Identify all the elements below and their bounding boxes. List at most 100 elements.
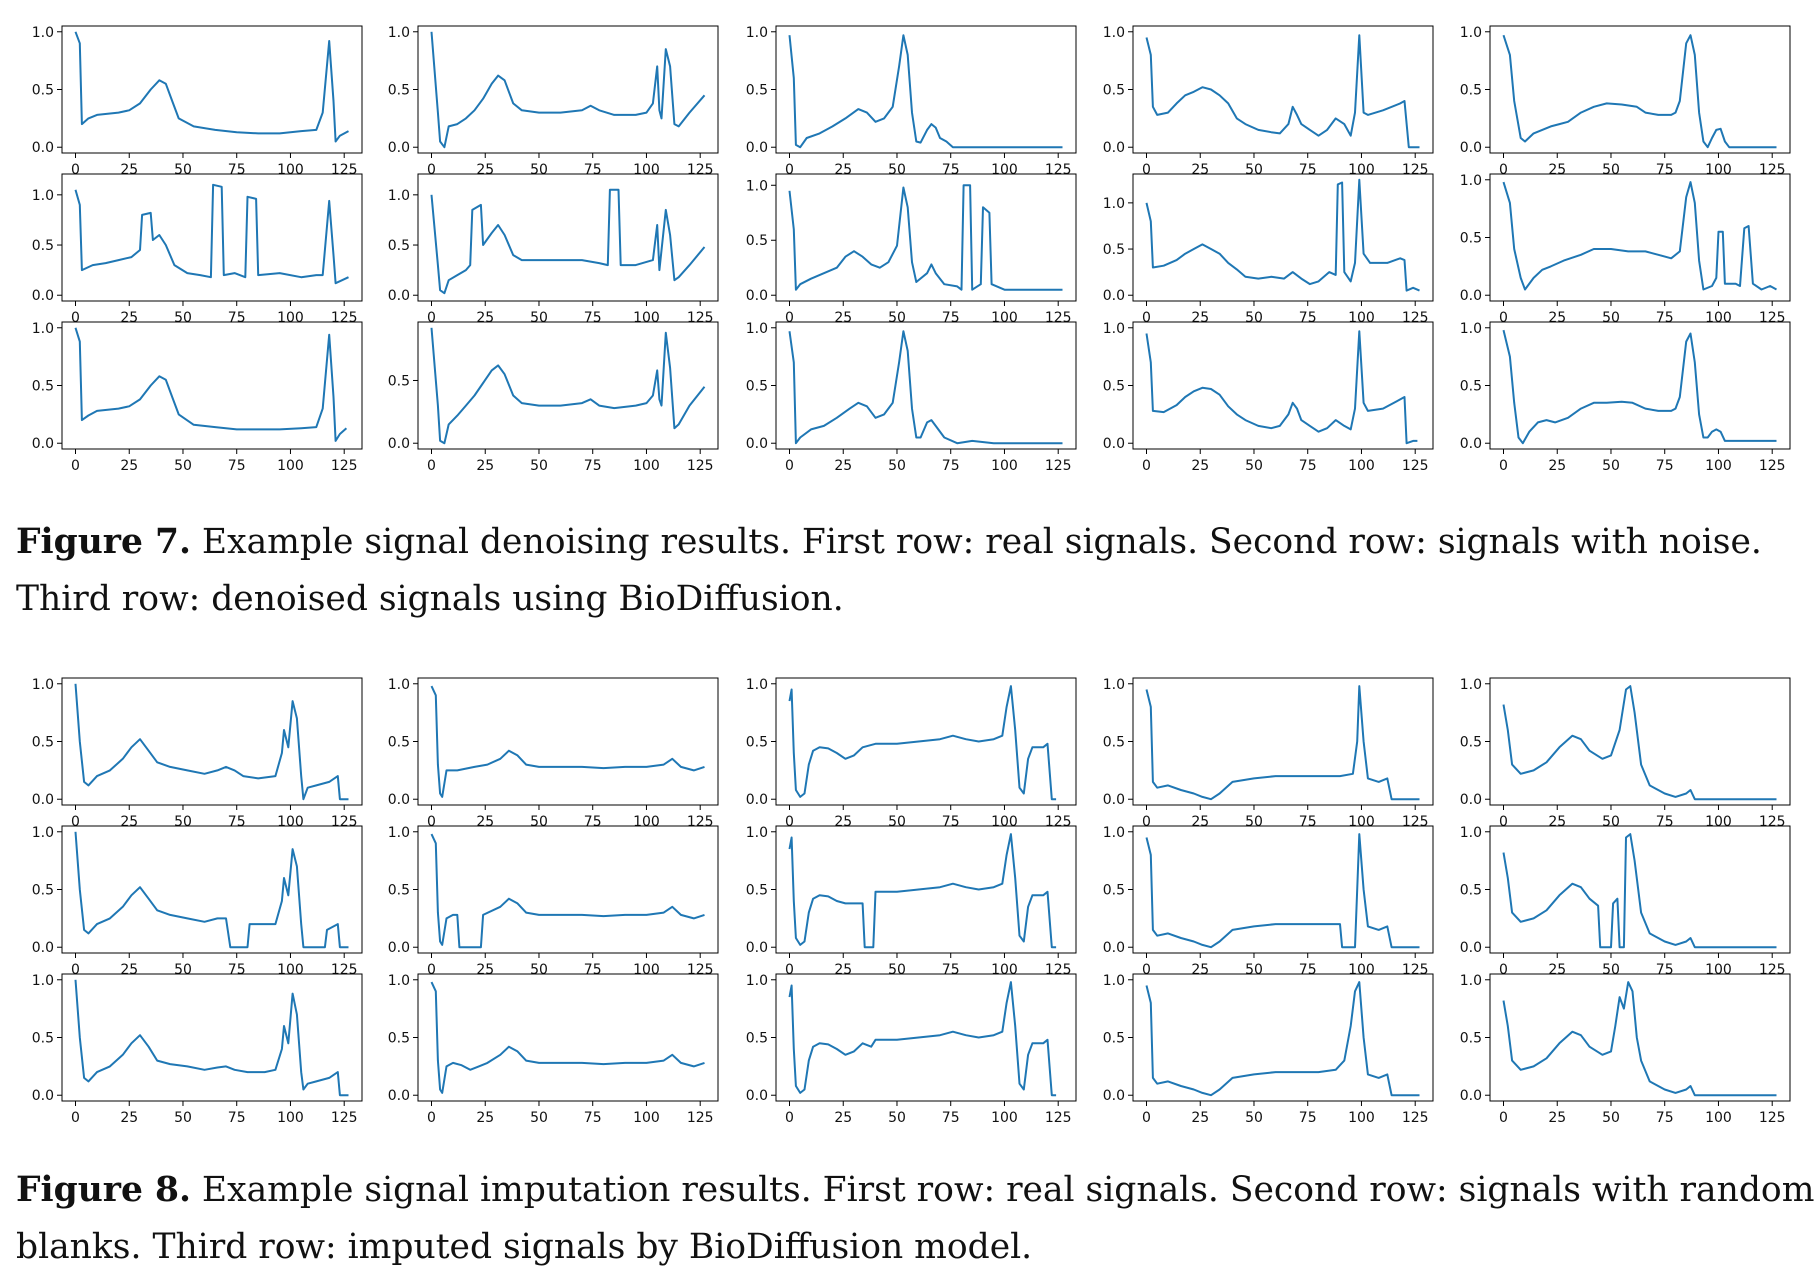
fig7-panel-r3-c4: 0 25 50 75 100 125 0.0 0.5 1.0 [1103, 321, 1434, 474]
x-tick-label: 0 [71, 814, 80, 830]
axes-frame [61, 825, 363, 954]
signal-line [1502, 181, 1777, 291]
x-tick-label: 0 [1499, 814, 1508, 830]
y-tick-label: 0.0 [746, 288, 768, 304]
x-tick-label: 25 [120, 1110, 138, 1126]
x-tick-label: 0 [1142, 1110, 1151, 1126]
signal-line [1145, 685, 1420, 801]
y-tick-label: 1.0 [1460, 173, 1482, 189]
axes-frame [61, 321, 363, 450]
axes-frame [417, 677, 719, 806]
x-tick-label: 0 [785, 814, 794, 830]
y-tick-label: 0.5 [32, 1031, 54, 1047]
fig7-panel-r3-c1: 0 25 50 75 100 125 0.0 0.5 1.0 [32, 321, 363, 474]
y-tick-label: 1.0 [746, 178, 768, 194]
figure-7-caption-text: Example signal denoising results. First … [16, 522, 1762, 619]
y-tick-label: 1.0 [1460, 25, 1482, 41]
x-tick-label: 125 [331, 1110, 358, 1126]
figure-7-label: Figure 7. [16, 522, 191, 562]
signal-line [1145, 178, 1420, 292]
y-tick-label: 0.5 [32, 735, 54, 751]
fig7-panel-r3-c5: 0 25 50 75 100 125 0.0 0.5 1.0 [1460, 321, 1791, 474]
x-tick-label: 0 [1142, 162, 1151, 178]
y-tick-label: 1.0 [746, 973, 768, 989]
x-tick-label: 125 [1759, 458, 1786, 474]
y-tick-label: 0.5 [746, 883, 768, 899]
y-tick-label: 1.0 [32, 677, 54, 693]
y-tick-label: 0.0 [1460, 792, 1482, 808]
axes-frame [775, 321, 1077, 450]
y-tick-label: 1.0 [746, 825, 768, 841]
signal-line [74, 31, 349, 143]
x-tick-label: 0 [785, 310, 794, 326]
x-tick-label: 50 [174, 1110, 192, 1126]
x-tick-label: 75 [228, 1110, 246, 1126]
fig7-panel-r3-c3: 0 25 50 75 100 125 0.0 0.5 1.0 [746, 321, 1077, 474]
x-tick-label: 50 [174, 458, 192, 474]
signal-line [1145, 981, 1420, 1097]
figure-8-label: Figure 8. [16, 1170, 191, 1210]
y-tick-label: 0.5 [746, 233, 768, 249]
y-tick-label: 1.0 [1103, 677, 1125, 693]
figure-7-caption: Figure 7. Example signal denoising resul… [16, 514, 1816, 628]
axes-frame [1489, 25, 1791, 154]
x-tick-label: 50 [530, 458, 548, 474]
x-tick-label: 0 [71, 1110, 80, 1126]
signal-line [788, 833, 1057, 949]
x-tick-label: 100 [1705, 458, 1732, 474]
y-tick-label: 0.0 [1103, 1088, 1125, 1104]
y-tick-label: 0.0 [388, 288, 410, 304]
y-tick-label: 0.0 [1460, 940, 1482, 956]
x-tick-label: 125 [1045, 458, 1072, 474]
x-tick-label: 0 [1499, 962, 1508, 978]
y-tick-label: 0.5 [32, 883, 54, 899]
y-tick-label: 0.5 [32, 238, 54, 254]
x-tick-label: 25 [1548, 1110, 1566, 1126]
y-tick-label: 0.5 [746, 83, 768, 99]
axes-frame [1489, 825, 1791, 954]
x-tick-label: 0 [1499, 310, 1508, 326]
x-tick-label: 75 [584, 458, 602, 474]
x-tick-label: 25 [1548, 458, 1566, 474]
x-tick-label: 75 [584, 1110, 602, 1126]
y-tick-label: 0.0 [388, 1088, 410, 1104]
axes-frame [417, 825, 719, 954]
x-tick-label: 100 [1348, 458, 1375, 474]
signal-line [74, 831, 349, 949]
fig8-panel-r3-c3: 0 25 50 75 100 125 0.0 0.5 1.0 [746, 973, 1077, 1126]
x-tick-label: 0 [1499, 162, 1508, 178]
y-tick-label: 0.5 [32, 83, 54, 99]
x-tick-label: 75 [1299, 458, 1317, 474]
y-tick-label: 0.0 [32, 288, 54, 304]
y-tick-label: 0.0 [32, 436, 54, 452]
x-tick-label: 75 [942, 1110, 960, 1126]
y-tick-label: 0.0 [1460, 436, 1482, 452]
axes-frame [1132, 25, 1434, 154]
y-tick-label: 1.0 [1103, 973, 1125, 989]
axes-frame [1489, 973, 1791, 1102]
x-tick-label: 125 [687, 1110, 714, 1126]
x-tick-label: 0 [1142, 814, 1151, 830]
y-tick-label: 1.0 [388, 973, 410, 989]
signal-line [788, 981, 1057, 1097]
x-tick-label: 50 [888, 458, 906, 474]
fig8-panel-r3-c2: 0 25 50 75 100 125 0.0 0.5 1.0 [388, 973, 719, 1126]
signal-line [788, 184, 1063, 291]
x-tick-label: 100 [1348, 1110, 1375, 1126]
x-tick-label: 100 [277, 458, 304, 474]
y-tick-label: 0.0 [746, 1088, 768, 1104]
x-tick-label: 25 [834, 458, 852, 474]
x-tick-label: 25 [1191, 1110, 1209, 1126]
y-tick-label: 0.0 [388, 436, 410, 452]
signal-line [1502, 34, 1777, 149]
fig8-panel-r3-c1: 0 25 50 75 100 125 0.0 0.5 1.0 [32, 973, 363, 1126]
